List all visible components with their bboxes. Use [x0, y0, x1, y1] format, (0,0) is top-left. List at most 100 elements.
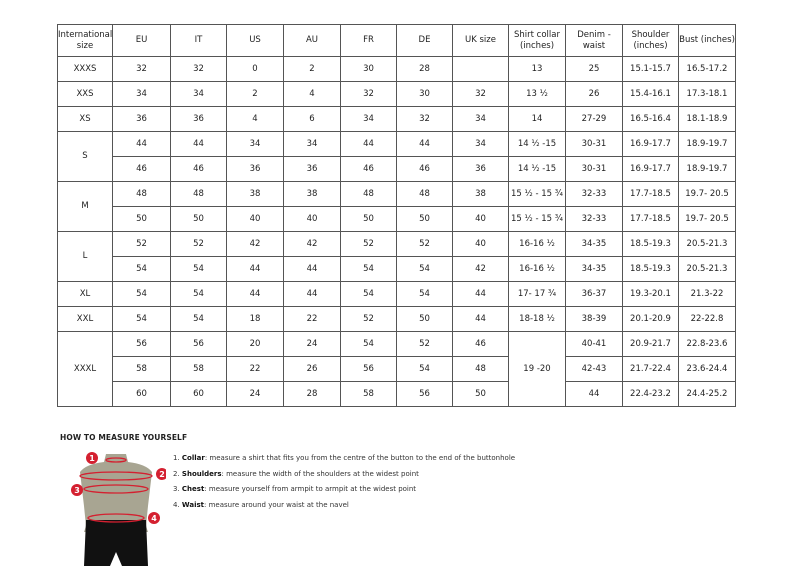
table-cell: 42 — [283, 231, 341, 257]
table-cell: 32-33 — [565, 206, 623, 232]
table-cell: 13 — [508, 56, 566, 82]
table-cell: 19.7- 20.5 — [678, 206, 736, 232]
step-shoulders: 2. Shoulders: measure the width of the s… — [173, 469, 419, 478]
table-cell: 38 — [283, 181, 341, 207]
marker-badges — [71, 452, 166, 524]
table-cell: 14 ½ -15 — [508, 131, 566, 157]
table-cell: 44 — [452, 306, 509, 332]
table-cell: 54 — [340, 331, 397, 357]
table-cell: 0 — [226, 56, 284, 82]
table-cell: 30-31 — [565, 156, 623, 182]
table-row: 50 50 40 40 50 50 40 15 ½ - 15 ¾ 32-33 17.7-18.5 1… — [58, 206, 736, 232]
table-cell: 50 — [396, 206, 453, 232]
table-cell: 17.3-18.1 — [678, 81, 736, 107]
table-cell: 24.4-25.2 — [678, 381, 736, 407]
table-cell: 56 — [396, 381, 453, 407]
table-cell: 34-35 — [565, 231, 623, 257]
table-cell: S — [57, 131, 113, 182]
table-cell: 32 — [170, 56, 227, 82]
table-cell: 48 — [396, 181, 453, 207]
table-cell: 32 — [112, 56, 171, 82]
table-cell: 54 — [112, 306, 171, 332]
table-cell: 44 — [565, 381, 623, 407]
table-cell — [452, 56, 509, 82]
table-cell: 50 — [452, 381, 509, 407]
table-cell: 20 — [226, 331, 284, 357]
table-cell: 17.7-18.5 — [622, 181, 679, 207]
table-cell: 34-35 — [565, 256, 623, 282]
table-cell: 36 — [226, 156, 284, 182]
table-cell: 22 — [226, 356, 284, 382]
table-cell: 36 — [170, 106, 227, 132]
measure-steps: 1. Collar: measure a shirt that fits you… — [173, 451, 515, 513]
table-row: M 48 48 38 38 48 48 38 15 ½ - 15 ¾ 32-33 17.7-18.5… — [57, 181, 736, 232]
table-cell: 18.5-19.3 — [622, 231, 679, 257]
table-cell: 54 — [396, 356, 453, 382]
table-cell: 16.5-16.4 — [622, 106, 679, 132]
table-cell: 20.9-21.7 — [622, 331, 679, 357]
table-cell: 38 — [226, 181, 284, 207]
table-cell: 42 — [452, 256, 509, 282]
table-cell: 6 — [283, 106, 341, 132]
table-cell: 58 — [170, 356, 227, 382]
table-cell: 23.6-24.4 — [678, 356, 736, 382]
table-cell: 40 — [452, 231, 509, 257]
table-cell: 15 ½ - 15 ¾ — [508, 181, 566, 207]
table-cell: 16-16 ½ — [508, 256, 566, 282]
table-cell: 22.8-23.6 — [678, 331, 736, 357]
column-header: AU — [283, 24, 341, 57]
column-header: Bust (inches) — [678, 24, 736, 57]
table-cell: 18-18 ½ — [508, 306, 566, 332]
marker-4: 4 — [151, 514, 157, 523]
table-cell: XXXL — [57, 331, 113, 407]
table-cell: 25 — [565, 56, 623, 82]
table-cell: 52 — [396, 231, 453, 257]
table-cell: 18.9-19.7 — [678, 156, 736, 182]
table-cell: M — [57, 181, 113, 232]
table-cell: 34 — [226, 131, 284, 157]
table-cell: 54 — [340, 256, 397, 282]
column-header: Denim - waist — [565, 24, 623, 57]
column-header: International size — [57, 24, 113, 57]
table-cell: 56 — [340, 356, 397, 382]
table-cell: 52 — [112, 231, 171, 257]
table-cell: 50 — [340, 206, 397, 232]
table-cell: XL — [57, 281, 113, 307]
table-cell: 54 — [112, 281, 171, 307]
table-row: S 44 44 34 34 44 44 34 14 ½ -15 30-31 16.9-17.7 18.… — [57, 131, 736, 182]
table-cell: 16.9-17.7 — [622, 156, 679, 182]
table-row: 60 60 24 28 58 56 50 44 22.4-23.2 24.4-25.2 — [58, 381, 736, 407]
table-cell: 18.9-19.7 — [678, 131, 736, 157]
table-cell: 14 ½ -15 — [508, 156, 566, 182]
table-cell: 34 — [170, 81, 227, 107]
table-cell: 24 — [283, 331, 341, 357]
table-cell: 44 — [283, 281, 341, 307]
table-cell: 38-39 — [565, 306, 623, 332]
table-cell: 32-33 — [565, 181, 623, 207]
step-chest: 3. Chest: measure yourself from armpit t… — [173, 485, 417, 493]
table-cell: 44 — [226, 281, 284, 307]
table-cell: XXS — [57, 81, 113, 107]
column-header: Shoulder (inches) — [622, 24, 679, 57]
table-cell: 20.1-20.9 — [622, 306, 679, 332]
table-row: 46 46 36 36 46 46 36 14 ½ -15 30-31 16.9-17.7 18.9… — [58, 156, 736, 182]
table-cell: 20.5-21.3 — [678, 231, 736, 257]
table-cell: 16-16 ½ — [508, 231, 566, 257]
table-cell: 2 — [226, 81, 284, 107]
table-cell: 14 — [508, 106, 566, 132]
table-cell: 52 — [396, 331, 453, 357]
table-cell: 50 — [112, 206, 171, 232]
table-cell: 19.7- 20.5 — [678, 181, 736, 207]
column-header: EU — [112, 24, 171, 57]
table-cell: 54 — [396, 281, 453, 307]
table-row: XXL 54 54 18 22 52 50 44 18-18 ½ 38-39 20.1-20.9 22… — [57, 306, 736, 332]
table-cell: 48 — [340, 181, 397, 207]
step-collar: 1. Collar: measure a shirt that fits you… — [173, 454, 516, 462]
table-cell: 44 — [283, 256, 341, 282]
table-cell: 44 — [452, 281, 509, 307]
table-cell: 32 — [396, 106, 453, 132]
table-cell: 56 — [112, 331, 171, 357]
size-chart-table: International size EU IT US AU FR DE UK size Shi… — [57, 24, 736, 407]
table-cell: 42-43 — [565, 356, 623, 382]
table-cell: 46 — [112, 156, 171, 182]
